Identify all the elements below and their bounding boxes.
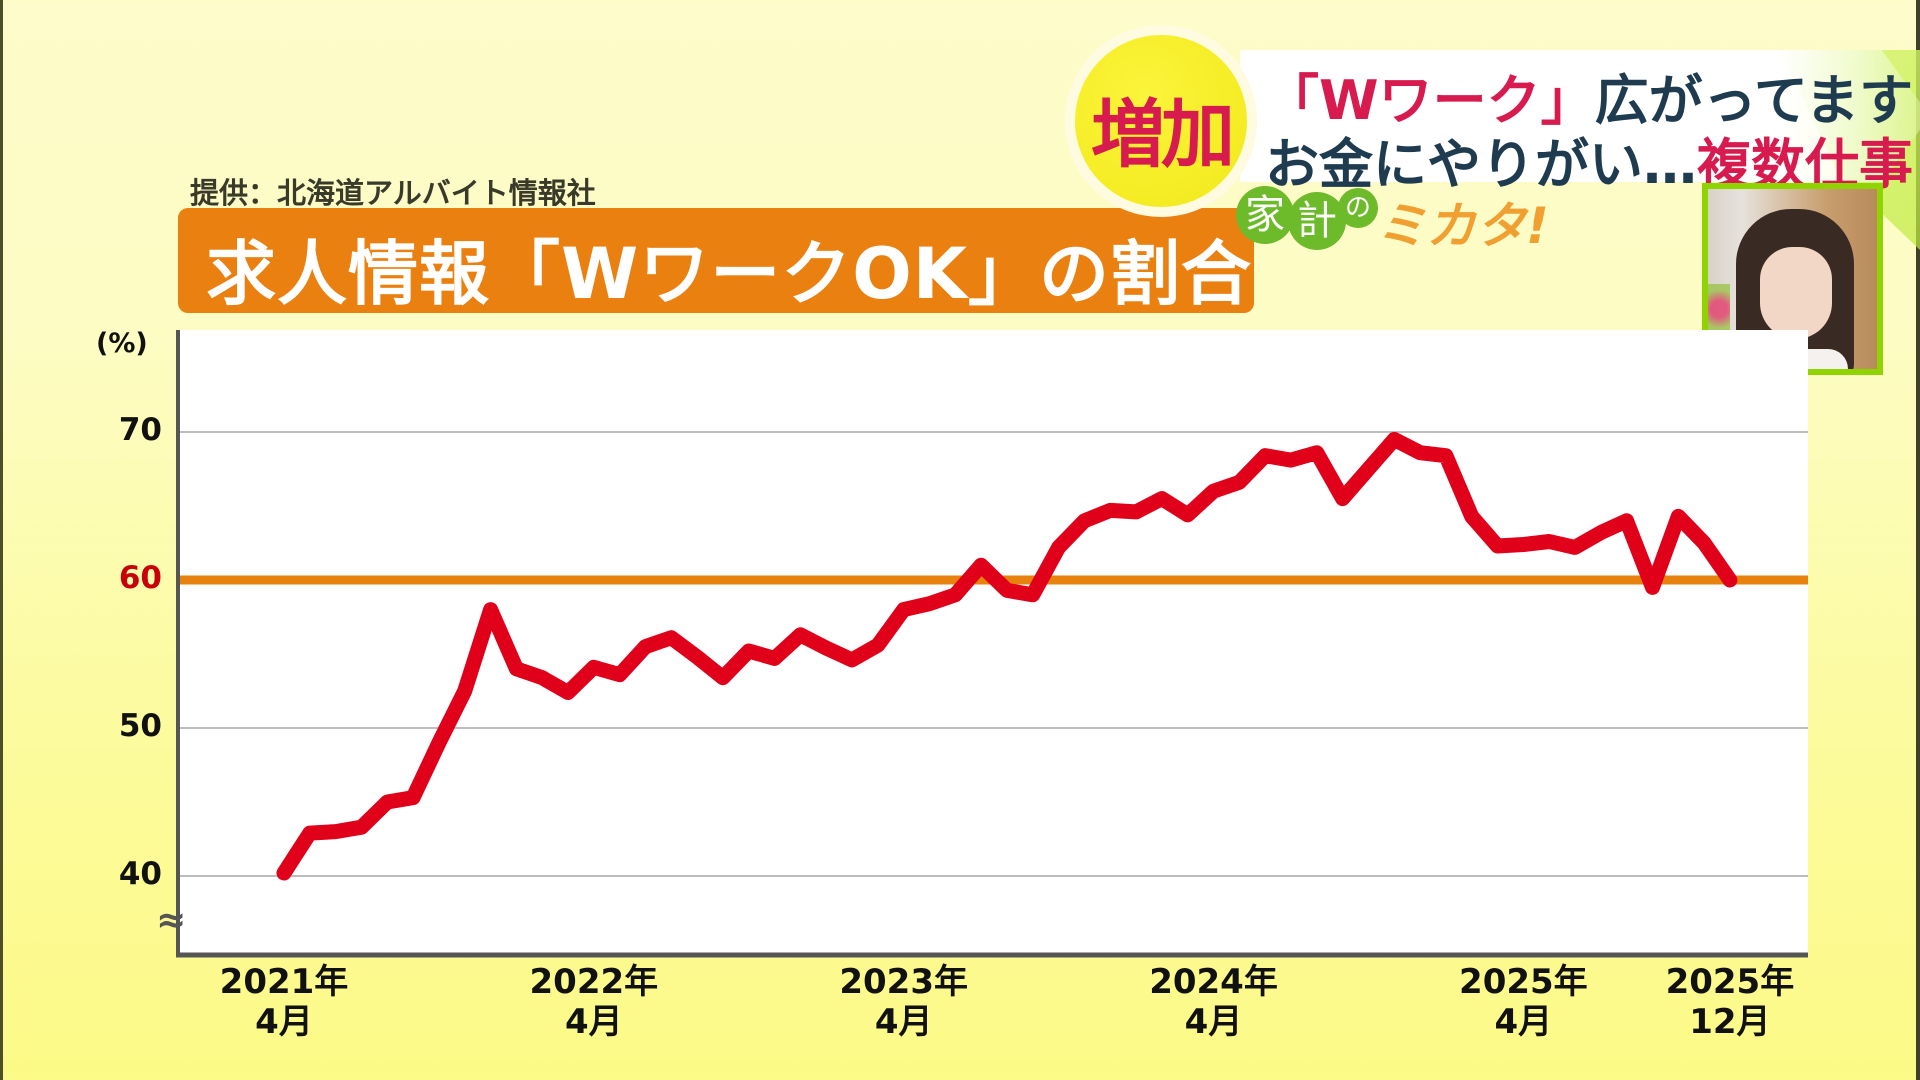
- headline-banner: [1240, 50, 1920, 182]
- logo-char-kei: 計: [1288, 192, 1346, 250]
- y-tick-label-70: 70: [118, 412, 162, 448]
- axis-break-icon: ≈: [156, 900, 187, 941]
- x-tick-label: 2022年 4月: [529, 962, 659, 1042]
- y-tick-label-50: 50: [118, 708, 162, 744]
- presenter-face: [1760, 247, 1832, 339]
- headline-rest-2: お金にやりがい…: [1265, 133, 1697, 196]
- x-tick-label: 2021年 4月: [219, 962, 349, 1042]
- increase-badge-label: 増加: [1091, 92, 1235, 178]
- x-tick-label: 2025年 12月: [1665, 962, 1795, 1042]
- logo-char-ka: 家: [1236, 186, 1294, 244]
- y-tick-label-60: 60: [118, 560, 162, 596]
- headline-highlight-wwork: 「Wワーク」: [1265, 69, 1595, 132]
- logo-mikata: ミカタ!: [1376, 197, 1549, 255]
- frame-edge-left: [0, 0, 3, 1080]
- increase-badge: 増加: [1075, 35, 1247, 207]
- chart-title: 求人情報「WワークOK」の割合: [206, 233, 1252, 315]
- gridlines: [178, 431, 1808, 877]
- program-logo: 家 計 の ミカタ!: [1236, 182, 1549, 255]
- y-tick-label-40: 40: [118, 856, 162, 892]
- headline-line-1: 「Wワーク」広がってます: [1265, 56, 1913, 135]
- logo-char-no: の: [1338, 188, 1378, 228]
- y-axis-unit: (%): [96, 328, 148, 359]
- x-tick-label: 2025年 4月: [1459, 962, 1588, 1042]
- flowers-decoration: [1708, 284, 1730, 334]
- frame-edge-right: [1916, 0, 1920, 1080]
- chart-title-box: 求人情報「WワークOK」の割合: [178, 208, 1254, 315]
- source-credit: 提供：北海道アルバイト情報社: [190, 176, 596, 210]
- x-tick-label: 2023年 4月: [839, 962, 968, 1042]
- x-tick-label: 2024年 4月: [1149, 962, 1278, 1042]
- data-line: [276, 431, 1738, 881]
- headline-rest-1: 広がってます: [1594, 69, 1914, 132]
- chart-plot-area: [178, 330, 1808, 955]
